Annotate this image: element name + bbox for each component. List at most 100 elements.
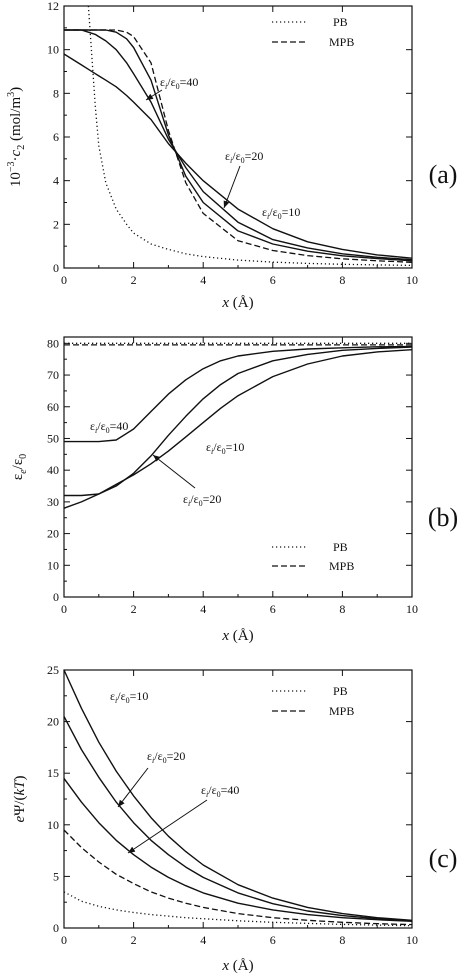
x-tick-label: 4 — [200, 602, 206, 616]
panel-c-annotation-10: εi/ε0=10 — [110, 689, 148, 705]
y-tick-label: 20 — [47, 715, 59, 729]
x-tick-label: 8 — [339, 273, 345, 287]
panel-c-annotation-40: εi/ε0=40 — [127, 783, 239, 854]
panel-b-xlabel: x (Å) — [221, 628, 253, 644]
panel-a-legend-mpb-label: MPB — [329, 35, 354, 49]
panel-b-ticks: 0 2 4 6 8 10 0 10 20 30 40 50 60 70 80 — [47, 336, 418, 616]
panel-c: 0 2 4 6 8 10 0 5 10 15 20 25 eΨ/(kT) x (Å) (c) PB M… — [12, 663, 457, 974]
svg-text:x (Å): x (Å) — [221, 958, 253, 974]
series-line — [63, 349, 413, 509]
y-tick-label: 40 — [47, 463, 59, 477]
x-tick-label: 8 — [339, 602, 345, 616]
panel-c-legend-mpb-label: MPB — [329, 704, 354, 718]
y-tick-label: 6 — [53, 130, 59, 144]
x-tick-label: 10 — [406, 602, 418, 616]
y-tick-label: 15 — [47, 766, 59, 780]
series-line — [87, 5, 413, 267]
svg-text:εi/ε0=10: εi/ε0=10 — [206, 440, 244, 456]
svg-text:x (Å): x (Å) — [221, 628, 253, 644]
y-tick-label: 20 — [47, 527, 59, 541]
y-tick-label: 30 — [47, 495, 59, 509]
panel-c-series — [63, 669, 413, 927]
y-tick-label: 0 — [53, 921, 59, 935]
svg-text:10−3·c2 (mol/m3): 10−3·c2 (mol/m3) — [6, 87, 27, 187]
x-tick-label: 6 — [270, 933, 276, 947]
x-tick-label: 0 — [61, 933, 67, 947]
y-tick-label: 70 — [47, 368, 59, 382]
series-line — [64, 345, 413, 443]
y-tick-label: 4 — [53, 174, 59, 188]
panel-a-label: (a) — [429, 160, 458, 189]
series-line — [63, 669, 413, 921]
svg-text:εi/ε0=20: εi/ε0=20 — [183, 492, 221, 508]
x-tick-label: 2 — [131, 273, 137, 287]
x-tick-label: 6 — [270, 273, 276, 287]
y-tick-label: 5 — [53, 869, 59, 883]
panel-b-series — [63, 342, 413, 509]
series-line — [64, 346, 413, 497]
x-tick-label: 0 — [61, 273, 67, 287]
panel-c-annotation-20: εi/ε0=20 — [117, 749, 185, 808]
panel-a-ylabel: 10−3·c2 (mol/m3) — [6, 87, 27, 187]
series-line — [64, 29, 413, 261]
panel-a-legend-pb-label: PB — [333, 15, 348, 29]
svg-text:εi/ε0=20: εi/ε0=20 — [147, 749, 185, 765]
series-line — [63, 829, 413, 926]
y-tick-label: 50 — [47, 431, 59, 445]
svg-text:εi/ε0=10: εi/ε0=10 — [262, 205, 300, 221]
panel-c-label: (c) — [429, 844, 458, 873]
svg-text:εe/ε0: εe/ε0 — [10, 454, 29, 480]
panel-a-annotation-40: εi/ε0=40 — [145, 75, 198, 101]
panel-b-annotation-10: εi/ε0=10 — [206, 440, 244, 456]
x-tick-label: 2 — [131, 933, 137, 947]
panel-a-legend: PB MPB — [272, 15, 354, 49]
series-line — [63, 891, 413, 927]
y-tick-label: 2 — [53, 217, 59, 231]
panel-c-xlabel: x (Å) — [221, 958, 253, 974]
x-tick-label: 10 — [406, 273, 418, 287]
y-tick-label: 60 — [47, 400, 59, 414]
panel-a-xlabel: x (Å) — [221, 295, 253, 311]
panel-c-legend-pb-label: PB — [333, 684, 348, 698]
y-tick-label: 10 — [47, 558, 59, 572]
panel-a-ticks: 0 2 4 6 8 10 0 2 4 6 8 10 12 — [47, 0, 418, 287]
svg-text:x (Å): x (Å) — [221, 295, 253, 311]
panel-b: 0 2 4 6 8 10 0 10 20 30 40 50 60 70 80 εe/ε0 x (Å) (b)… — [10, 336, 458, 644]
panel-b-legend: PB MPB — [272, 540, 354, 573]
svg-text:εi/ε0=40: εi/ε0=40 — [90, 419, 128, 435]
panel-a-series — [63, 5, 413, 267]
y-tick-label: 12 — [47, 0, 59, 13]
x-tick-label: 4 — [200, 933, 206, 947]
svg-text:eΨ/(kT): eΨ/(kT) — [12, 776, 28, 823]
panel-c-ticks: 0 2 4 6 8 10 0 5 10 15 20 25 — [47, 663, 418, 947]
y-tick-label: 10 — [47, 818, 59, 832]
series-line — [64, 29, 413, 262]
panel-a-frame — [63, 5, 413, 269]
panel-b-frame — [63, 336, 413, 598]
series-line — [63, 777, 413, 922]
panel-b-label: (b) — [428, 503, 458, 532]
panel-a-annotation-10: εi/ε0=10 — [262, 205, 300, 221]
x-tick-label: 0 — [61, 602, 67, 616]
panel-c-ylabel: eΨ/(kT) — [12, 776, 28, 823]
series-line — [64, 29, 413, 263]
x-tick-label: 6 — [270, 602, 276, 616]
series-line — [63, 53, 413, 259]
svg-text:εi/ε0=20: εi/ε0=20 — [225, 149, 263, 165]
panel-c-frame — [63, 669, 413, 929]
series-line — [63, 716, 413, 922]
y-tick-label: 80 — [47, 336, 59, 350]
x-tick-label: 2 — [131, 602, 137, 616]
panel-b-annotation-20: εi/ε0=20 — [152, 454, 221, 508]
y-tick-label: 8 — [53, 86, 59, 100]
svg-text:εi/ε0=40: εi/ε0=40 — [201, 783, 239, 799]
panel-b-ylabel: εe/ε0 — [10, 454, 29, 480]
x-tick-label: 8 — [339, 933, 345, 947]
panel-b-annotation-40: εi/ε0=40 — [90, 419, 128, 435]
x-tick-label: 10 — [406, 933, 418, 947]
panel-c-legend: PB MPB — [272, 684, 354, 718]
panel-b-legend-mpb-label: MPB — [329, 559, 354, 573]
y-tick-label: 0 — [53, 261, 59, 275]
